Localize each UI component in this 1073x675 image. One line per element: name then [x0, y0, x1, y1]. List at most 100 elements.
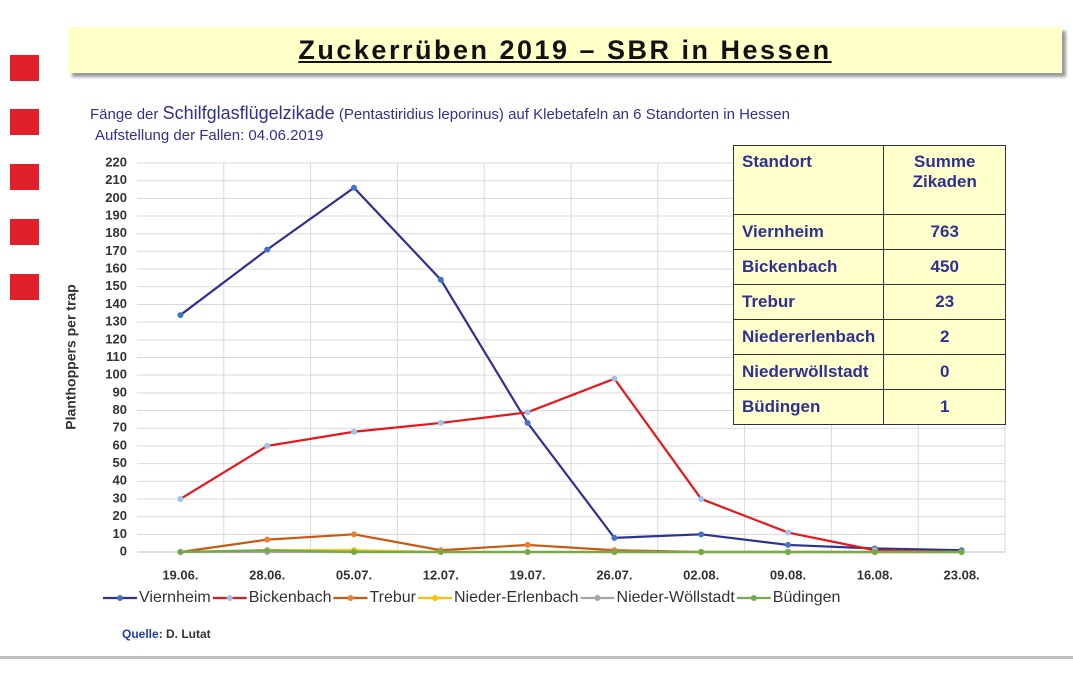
table-row: Trebur 23 — [732, 284, 1007, 320]
y-tick-label: 50 — [113, 455, 127, 470]
table-cell: Büdingen — [732, 389, 885, 425]
legend-marker — [750, 595, 757, 601]
sum-table: Standort Summe Zikaden Viernheim 763 Bickenb… — [732, 145, 1007, 425]
x-tick-label: 16.08. — [857, 567, 893, 582]
y-tick-label: 210 — [105, 172, 127, 187]
table-cell: Bickenbach — [732, 249, 885, 285]
legend-marker — [117, 595, 123, 601]
table-cell: 0 — [883, 354, 1007, 390]
y-tick-label: 190 — [105, 207, 127, 222]
legend-label: Nieder-Wöllstadt — [617, 589, 736, 606]
table-row: Niederwöllstadt 0 — [732, 354, 1007, 390]
table-row: Niedererlenbach 2 — [732, 319, 1007, 355]
table-row: Standort Summe Zikaden — [732, 145, 1007, 215]
data-point — [611, 549, 618, 555]
series-line — [180, 549, 962, 554]
y-tick-label: 60 — [113, 437, 127, 452]
y-tick-label: 90 — [113, 384, 127, 399]
bullet-square — [10, 109, 39, 135]
x-tick-label: 23.08. — [944, 567, 980, 582]
legend-marker — [594, 595, 601, 601]
y-tick-label: 0 — [120, 543, 127, 558]
data-point — [698, 549, 705, 555]
title: Zuckerrüben 2019 – SBR in Hessen — [298, 35, 832, 65]
y-tick-label: 220 — [105, 154, 127, 169]
y-tick-label: 80 — [113, 402, 127, 417]
data-point — [871, 549, 878, 555]
source-text: : D. Lutat — [158, 627, 211, 641]
y-tick-label: 110 — [106, 349, 127, 364]
y-tick-label: 70 — [113, 420, 127, 435]
data-point — [524, 419, 531, 426]
series-line — [179, 377, 962, 554]
data-point — [351, 428, 357, 435]
legend-label: Büdingen — [773, 589, 841, 606]
data-point — [264, 536, 271, 543]
data-point — [264, 547, 271, 554]
data-point — [264, 246, 271, 253]
data-point — [611, 375, 618, 382]
y-tick-label: 20 — [113, 508, 127, 523]
data-point — [524, 541, 531, 548]
data-point — [177, 549, 184, 555]
y-tick-label: 130 — [105, 314, 127, 329]
subtitle: Fänge der Schilfglasflügelzikade (Pentas… — [90, 103, 790, 124]
table-cell: Niedererlenbach — [732, 319, 885, 355]
table-row: Bickenbach 450 — [732, 249, 1007, 285]
x-tick-label: 02.08. — [683, 567, 719, 582]
source: Quelle: D. Lutat — [122, 627, 211, 641]
table-cell: Trebur — [732, 284, 885, 320]
y-tick-label: 150 — [105, 278, 127, 293]
table-row: Büdingen 1 — [732, 389, 1007, 425]
table-cell: Niederwöllstadt — [732, 354, 885, 390]
legend-label: Trebur — [369, 589, 416, 606]
table-cell: Viernheim — [732, 214, 885, 250]
subtitle-rest: (Pentastiridius leporinus) auf Klebetafe… — [338, 106, 790, 123]
data-point — [785, 529, 791, 536]
bullet-square — [10, 55, 39, 81]
table-cell: 23 — [883, 284, 1007, 320]
table-cell: 450 — [883, 249, 1007, 285]
data-point — [958, 549, 965, 555]
x-tick-label: 12.07. — [423, 567, 459, 582]
table-row: Viernheim 763 — [732, 214, 1007, 250]
data-point — [698, 531, 705, 538]
legend-marker — [432, 595, 438, 601]
data-point — [524, 409, 531, 416]
x-tick-label: 19.07. — [510, 567, 546, 582]
y-tick-label: 40 — [113, 473, 127, 488]
y-axis-title: Planthoppers per trap — [63, 284, 79, 429]
table-cell: 763 — [883, 214, 1007, 250]
y-tick-label: 10 — [113, 526, 127, 541]
y-tick-label: 200 — [105, 190, 127, 205]
y-tick-label: 180 — [105, 225, 127, 240]
table-cell: 1 — [883, 389, 1007, 425]
table-cell: 2 — [883, 319, 1007, 355]
y-tick-label: 30 — [113, 490, 127, 505]
table-cell: Summe Zikaden — [883, 145, 1007, 215]
y-tick-label: 160 — [105, 261, 127, 276]
series-line — [179, 186, 962, 552]
data-point — [611, 534, 618, 541]
x-tick-label: 28.06. — [249, 567, 285, 582]
legend-marker — [226, 595, 233, 601]
data-point — [437, 419, 444, 426]
table-cell: Standort — [732, 145, 885, 215]
x-tick-label: 05.07. — [336, 567, 372, 582]
legend-label: Nieder-Erlenbach — [454, 589, 579, 606]
subtitle-lead: Fänge der — [90, 106, 159, 123]
data-point — [351, 531, 357, 538]
bottom-rule — [0, 656, 1073, 659]
data-point — [177, 495, 184, 502]
bullet-square — [10, 219, 39, 245]
y-tick-label: 170 — [105, 243, 127, 258]
bullet-square — [10, 164, 39, 190]
data-point — [698, 495, 705, 502]
bullet-square — [10, 274, 39, 300]
data-point — [264, 442, 271, 449]
x-tick-label: 26.07. — [596, 567, 632, 582]
legend-marker — [347, 595, 354, 601]
x-tick-label: 09.08. — [770, 567, 806, 582]
y-tick-label: 100 — [105, 367, 127, 382]
data-point — [351, 184, 357, 191]
